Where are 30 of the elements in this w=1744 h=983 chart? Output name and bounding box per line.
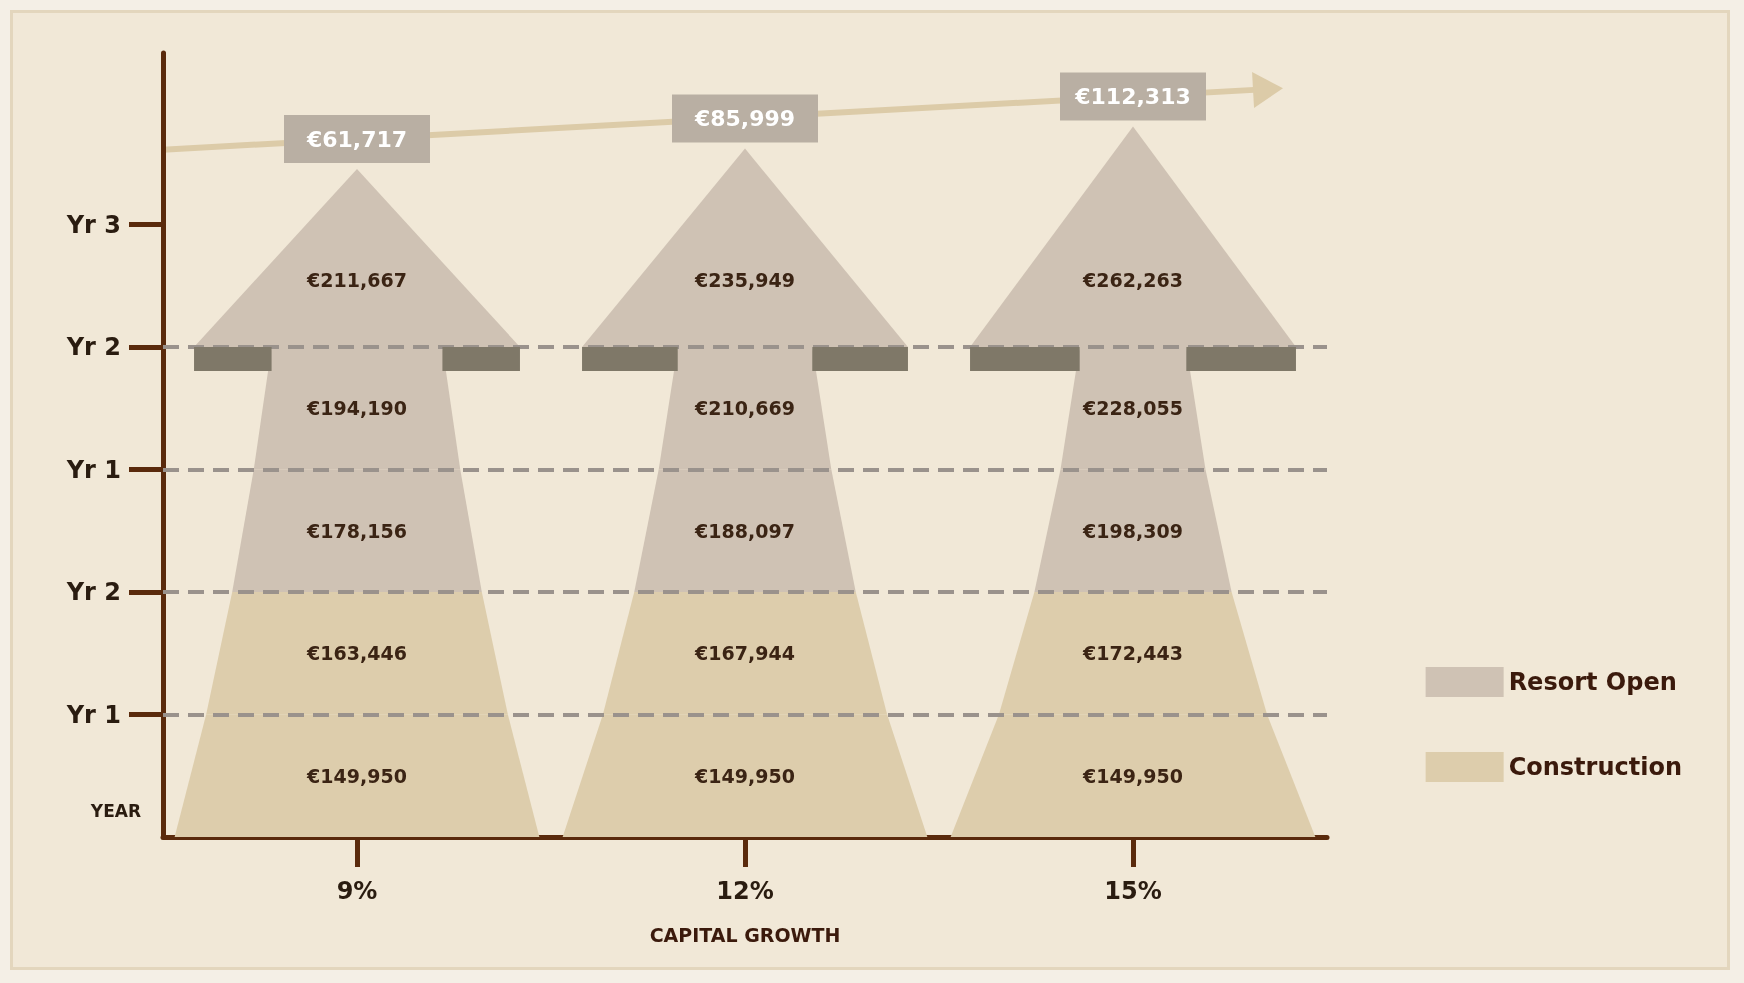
category-label: Yr 3 (66, 210, 121, 239)
data-label: €228,055 (1082, 397, 1183, 420)
text: €112,313 (1074, 84, 1191, 109)
category-label: 12% (716, 877, 774, 905)
data-label: €149,950 (1082, 764, 1183, 787)
data-label: €198,309 (1082, 519, 1183, 542)
data-label: €149,950 (306, 764, 407, 787)
data-label: €163,446 (306, 642, 407, 665)
text: €61,717 (305, 126, 408, 152)
data-label: €210,669 (694, 397, 795, 420)
legend-label: Construction (1508, 753, 1683, 781)
data-label: €178,156 (306, 519, 407, 542)
data-label: €262,263 (1082, 268, 1183, 291)
data-label: €188,097 (694, 519, 795, 542)
category-label: Yr 1 (66, 700, 121, 729)
category-label: 9% (336, 877, 378, 905)
text: CAPITAL GROWTH (649, 923, 841, 946)
category-label: Yr 2 (66, 578, 121, 606)
data-label: €211,667 (306, 268, 407, 291)
data-label: €235,949 (694, 268, 795, 291)
data-label: €167,944 (694, 642, 795, 665)
category-label: Yr 2 (66, 333, 121, 361)
category-label: 15% (1104, 877, 1162, 905)
data-label: €194,190 (306, 397, 407, 420)
category-label: Yr 1 (66, 455, 121, 484)
legend-label: Resort Open (1508, 668, 1677, 696)
data-label: €149,950 (694, 764, 795, 787)
text: €85,999 (693, 106, 796, 132)
data-label: €172,443 (1082, 642, 1183, 665)
text: YEAR (89, 800, 141, 821)
